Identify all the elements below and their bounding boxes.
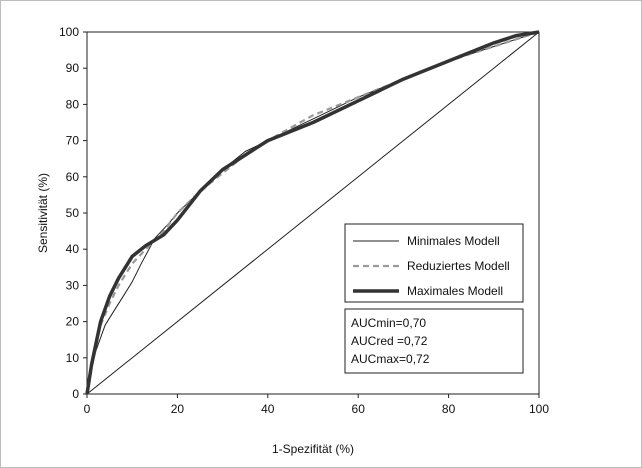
y-tick-label: 20	[66, 315, 80, 329]
y-tick-label: 10	[66, 351, 80, 365]
y-tick-label: 90	[66, 61, 80, 75]
y-tick-label: 40	[66, 242, 80, 256]
x-tick-label: 80	[442, 402, 456, 416]
y-tick-label: 70	[66, 134, 80, 148]
series-lines	[85, 30, 540, 395]
y-tick-label: 0	[72, 387, 79, 401]
y-axis-label: Sensitivität (%)	[36, 173, 50, 253]
y-tick-label: 80	[66, 97, 80, 111]
x-tick-label: 0	[84, 402, 91, 416]
legend-box	[344, 223, 524, 303]
y-axis-ticks: 0 10 20 30 40 50 60 70 80 90 100	[59, 25, 87, 401]
x-axis-label: 1-Spezifität (%)	[272, 442, 354, 456]
legend-label-minimal: Minimales Modell	[407, 234, 500, 248]
auc-red-text: AUCred =0,72	[351, 334, 428, 348]
x-tick-label: 40	[261, 402, 275, 416]
x-tick-label: 60	[352, 402, 366, 416]
auc-box	[344, 308, 524, 374]
legend: Minimales Modell Reduziertes Modell Maxi…	[344, 223, 524, 303]
y-tick-label: 50	[66, 206, 80, 220]
auc-max-text: AUCmax=0,72	[351, 352, 430, 366]
auc-min-text: AUCmin=0,70	[351, 316, 426, 330]
legend-label-reduced: Reduziertes Modell	[407, 259, 510, 273]
x-tick-label: 100	[529, 402, 549, 416]
y-tick-label: 100	[59, 25, 79, 39]
series-line-maximal	[85, 30, 540, 395]
y-tick-label: 60	[66, 170, 80, 184]
x-axis-ticks: 0 20 40 60 80 100	[84, 394, 549, 416]
legend-label-maximal: Maximales Modell	[407, 284, 503, 298]
auc-annotation: AUCmin=0,70 AUCred =0,72 AUCmax=0,72	[344, 308, 524, 374]
y-tick-label: 30	[66, 278, 80, 292]
diagonal-reference-line	[86, 31, 540, 395]
x-tick-label: 20	[171, 402, 185, 416]
